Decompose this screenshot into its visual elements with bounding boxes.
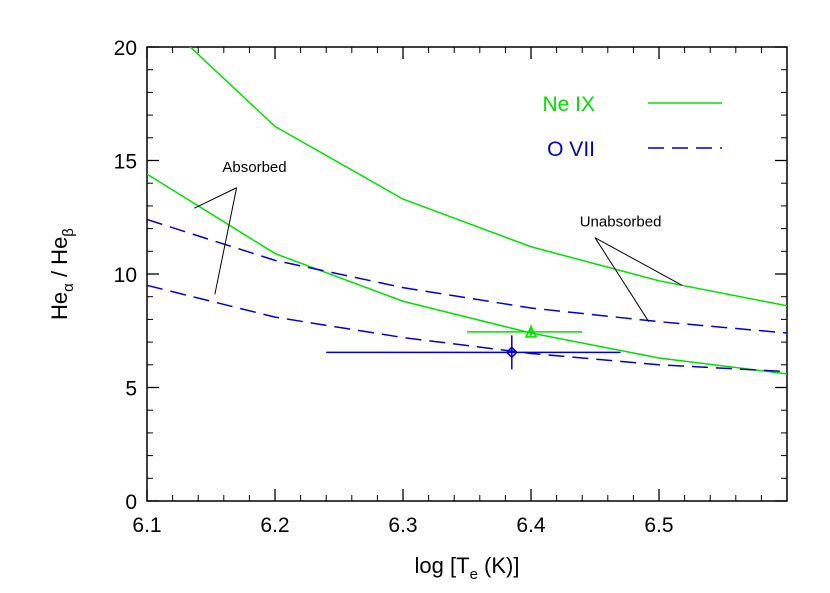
- plot-frame: [146, 46, 788, 502]
- x-tick-label: 6.2: [260, 514, 289, 537]
- y-tick-label: 10: [114, 264, 137, 287]
- x-tick-label: 6.3: [388, 514, 417, 537]
- unabsorbed-annotation-pointer-line: [594, 237, 650, 322]
- x-tick-label: 6.4: [516, 514, 546, 537]
- unabsorbed-annotation-label: Unabsorbed: [580, 213, 662, 230]
- x-axis-title: log [Te (K)]: [415, 553, 520, 583]
- ne-ix-triangle-marker: [524, 325, 538, 338]
- y-tick-label: 5: [125, 378, 137, 401]
- o-vii-absorbed-series-line: [147, 284, 787, 373]
- x-tick-label: 6.5: [644, 514, 673, 537]
- x-tick-label: 6.1: [132, 514, 161, 537]
- y-tick-label: 20: [114, 37, 137, 60]
- unabsorbed-annotation-pointer-line: [594, 237, 683, 286]
- o-vii-unabsorbed-series-line: [147, 218, 787, 334]
- series-layer: [147, 47, 787, 375]
- o-vii-diamond-marker: [505, 346, 518, 359]
- legend: Ne IX O VII: [542, 93, 722, 161]
- data-points-layer: [326, 325, 621, 370]
- absorbed-annotation-pointer-line: [194, 187, 237, 209]
- o-vii-legend-label: O VII: [547, 138, 595, 161]
- annotations-layer: Absorbed Unabsorbed: [194, 159, 683, 322]
- absorbed-annotation-pointer-line: [214, 187, 238, 295]
- tick-labels: 6.1 6.2 6.3 6.4 6.5 0 5 10 15 20: [114, 37, 674, 537]
- absorbed-annotation-label: Absorbed: [222, 159, 286, 176]
- y-tick-label: 0: [125, 491, 137, 514]
- y-tick-label: 15: [114, 151, 137, 174]
- axis-ticks: [146, 46, 788, 502]
- ne-ix-legend-label: Ne IX: [542, 93, 595, 116]
- ne-ix-absorbed-series-line: [147, 173, 787, 375]
- y-axis-title: Heα / Heβ: [47, 228, 77, 320]
